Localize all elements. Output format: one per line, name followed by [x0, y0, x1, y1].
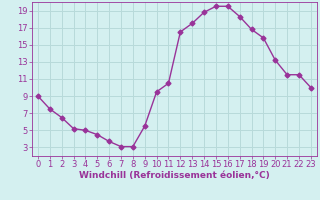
- X-axis label: Windchill (Refroidissement éolien,°C): Windchill (Refroidissement éolien,°C): [79, 171, 270, 180]
